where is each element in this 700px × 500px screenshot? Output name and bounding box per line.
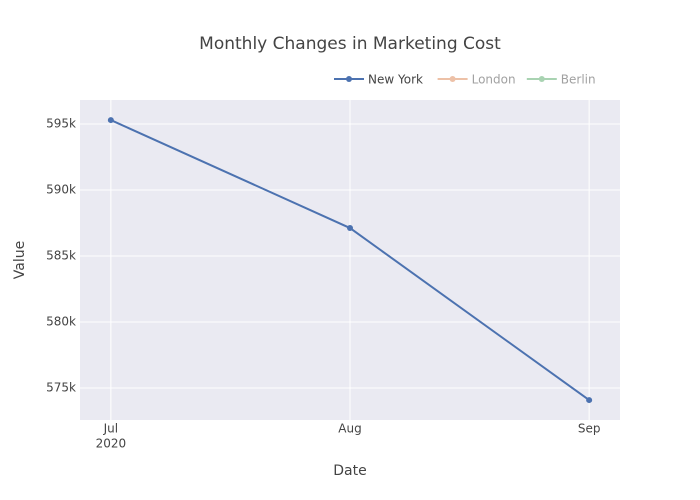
x-tick-label: Jul [103, 422, 118, 436]
legend-item[interactable]: London [437, 73, 516, 87]
legend-marker [538, 76, 545, 82]
x-tick-label: Aug [338, 422, 361, 436]
data-point [586, 397, 593, 404]
y-tick-label: 590k [46, 183, 76, 197]
legend-label: London [472, 73, 516, 87]
legend-marker [346, 76, 352, 82]
y-tick-label: 575k [46, 381, 76, 395]
legend-item[interactable]: New York [334, 73, 423, 87]
legend-marker [449, 76, 456, 82]
y-tick-label: 585k [46, 249, 76, 263]
data-point [347, 225, 353, 232]
chart-title: Monthly Changes in Marketing Cost [199, 34, 501, 54]
legend-label: New York [368, 73, 423, 87]
x-tick-label: Sep [578, 422, 601, 436]
legend-item[interactable]: Berlin [526, 73, 596, 87]
y-tick-label: 595k [46, 117, 76, 131]
x-tick-year: 2020 [96, 437, 127, 451]
y-tick-label: 580k [46, 315, 76, 329]
y-axis-title: Value [12, 241, 28, 279]
legend-label: Berlin [561, 73, 596, 87]
x-axis-title: Date [333, 463, 366, 479]
data-point [107, 117, 114, 124]
